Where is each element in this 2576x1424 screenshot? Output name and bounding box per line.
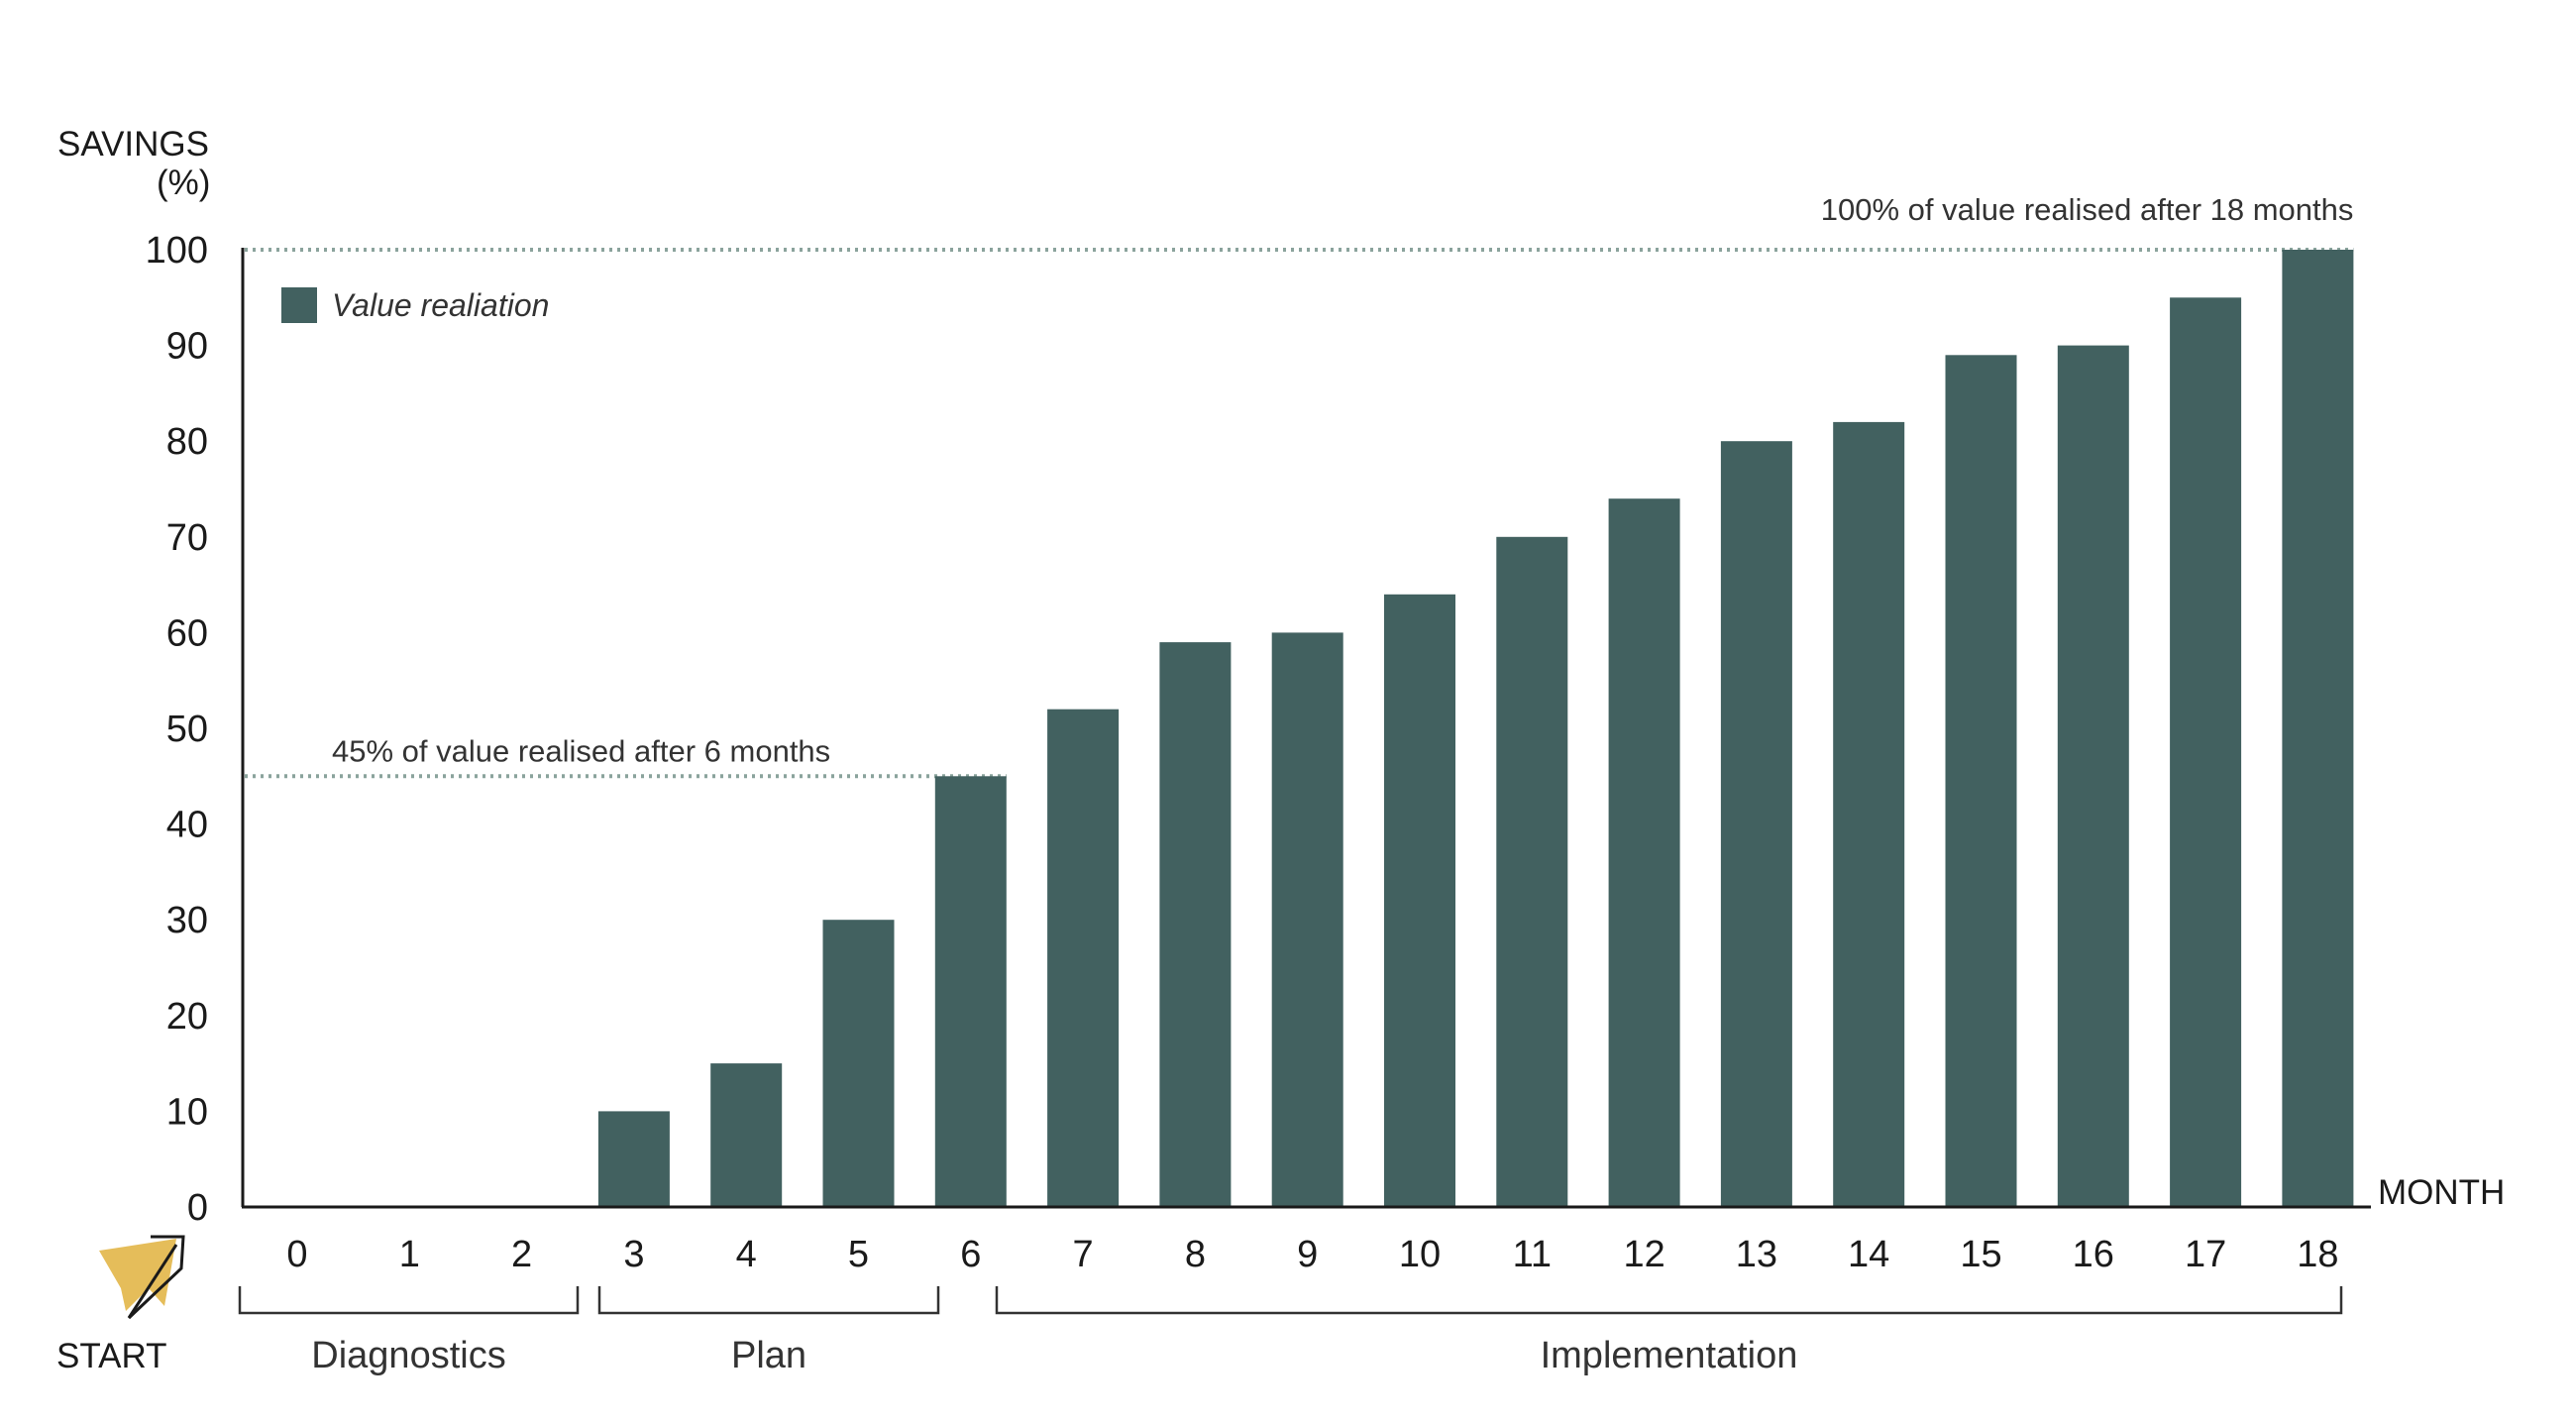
bar-month-16 bbox=[2057, 345, 2129, 1208]
phase-brackets: Diagnostics Plan Implementation bbox=[238, 1286, 2343, 1376]
start-marker: START bbox=[56, 1235, 185, 1375]
annotations: 45% of value realised after 6 months 100%… bbox=[332, 192, 2353, 768]
phase-label-implementation: Implementation bbox=[1541, 1335, 1798, 1376]
y-tick-label: 70 bbox=[166, 517, 208, 559]
x-tick-label: 11 bbox=[1513, 1234, 1552, 1275]
x-tick-label: 2 bbox=[511, 1234, 532, 1275]
legend: Value realiation bbox=[281, 287, 549, 323]
bar-month-11 bbox=[1496, 536, 1568, 1207]
x-tick-label: 13 bbox=[1736, 1234, 1777, 1275]
phase-bracket-plan bbox=[597, 1286, 940, 1315]
phase-bracket-diagnostics bbox=[238, 1286, 580, 1315]
bar-month-4 bbox=[710, 1063, 783, 1207]
phase-label-plan: Plan bbox=[731, 1335, 806, 1376]
x-tick-label: 7 bbox=[1073, 1234, 1094, 1275]
x-tick-label: 17 bbox=[2185, 1234, 2226, 1275]
x-tick-label: 5 bbox=[848, 1234, 869, 1275]
y-tick-label: 0 bbox=[187, 1187, 208, 1229]
y-tick-label: 50 bbox=[166, 709, 208, 750]
y-tick-label: 90 bbox=[166, 326, 208, 368]
bar-month-14 bbox=[1833, 421, 1905, 1207]
y-tick-label: 20 bbox=[166, 996, 208, 1038]
y-tick-label: 30 bbox=[166, 900, 208, 941]
annotation-label-2: 100% of value realised after 18 months bbox=[1821, 192, 2354, 227]
x-tick-label: 16 bbox=[2073, 1234, 2114, 1275]
bar-month-10 bbox=[1384, 594, 1455, 1207]
reference-lines bbox=[245, 248, 2354, 779]
x-tick-label: 6 bbox=[960, 1234, 981, 1275]
y-tick-label: 80 bbox=[166, 421, 208, 463]
x-tick-label: 9 bbox=[1297, 1234, 1318, 1275]
bar-month-18 bbox=[2282, 250, 2354, 1207]
x-axis-title: MONTH bbox=[2378, 1173, 2505, 1212]
legend-swatch bbox=[281, 287, 317, 323]
arrow-start-icon bbox=[99, 1235, 185, 1320]
y-axis-title: SAVINGS bbox=[57, 125, 209, 164]
y-tick-label: 100 bbox=[146, 230, 208, 272]
y-tick-labels: 0 10 20 30 40 50 60 70 80 90 100 bbox=[146, 230, 208, 1229]
phase-label-diagnostics: Diagnostics bbox=[311, 1335, 505, 1376]
x-tick-label: 14 bbox=[1848, 1234, 1889, 1275]
x-tick-label: 4 bbox=[736, 1234, 757, 1275]
bar-month-3 bbox=[597, 1111, 670, 1207]
x-tick-label: 18 bbox=[2297, 1234, 2338, 1275]
x-tick-label: 3 bbox=[623, 1234, 644, 1275]
phase-bracket-implementation bbox=[995, 1286, 2343, 1315]
bar-month-13 bbox=[1720, 441, 1792, 1207]
bar-month-17 bbox=[2170, 297, 2242, 1207]
bar-month-5 bbox=[822, 920, 895, 1207]
legend-label: Value realiation bbox=[332, 287, 549, 323]
x-tick-label: 15 bbox=[1960, 1234, 2001, 1275]
y-tick-label: 10 bbox=[166, 1091, 208, 1133]
bar-month-8 bbox=[1159, 642, 1232, 1207]
x-tick-label: 12 bbox=[1623, 1234, 1664, 1275]
y-tick-label: 60 bbox=[166, 612, 208, 654]
bar-month-6 bbox=[934, 776, 1007, 1207]
x-tick-label: 10 bbox=[1399, 1234, 1441, 1275]
start-label: START bbox=[56, 1337, 167, 1375]
bar-month-7 bbox=[1047, 709, 1120, 1207]
annotation-label-1: 45% of value realised after 6 months bbox=[332, 733, 830, 768]
x-tick-labels: 0 1 2 3 4 5 6 7 8 9 10 11 12 13 14 15 16 17 18 bbox=[286, 1234, 2338, 1275]
x-tick-label: 8 bbox=[1185, 1234, 1206, 1275]
bar-month-12 bbox=[1608, 498, 1680, 1207]
x-tick-label: 1 bbox=[399, 1234, 420, 1275]
y-axis-title-unit: (%) bbox=[157, 164, 210, 202]
x-tick-label: 0 bbox=[286, 1234, 307, 1275]
bar-month-15 bbox=[1945, 355, 2017, 1207]
bar-month-9 bbox=[1271, 632, 1343, 1207]
bars bbox=[597, 250, 2354, 1208]
y-tick-label: 40 bbox=[166, 805, 208, 846]
